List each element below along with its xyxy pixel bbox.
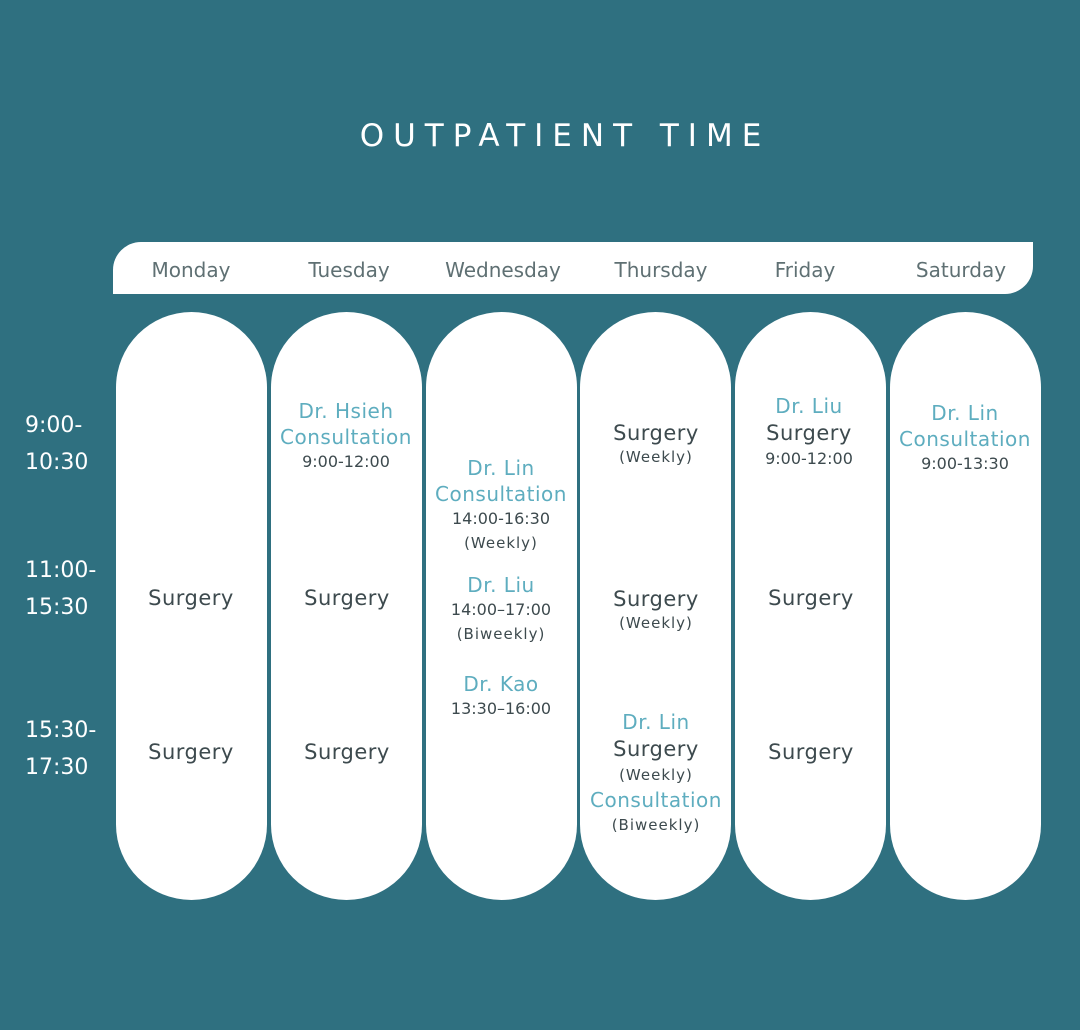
day-friday: Friday (774, 258, 836, 282)
session-type: Surgery (613, 587, 699, 611)
session-frequency: (Weekly) (619, 614, 693, 632)
day-saturday: Saturday (915, 258, 1007, 282)
monday-afternoon-entry: Surgery (111, 738, 271, 766)
friday-afternoon-entry: Surgery (731, 738, 891, 766)
doctor-name: Dr. Liu (775, 394, 843, 418)
session-time: 14:00-16:30 (452, 509, 550, 528)
session-type: Consultation (435, 482, 567, 506)
session-type: Surgery (613, 737, 699, 761)
session-frequency: (Weekly) (619, 766, 693, 784)
doctor-name: Dr. Lin (931, 401, 999, 425)
friday-midday-entry: Surgery (731, 584, 891, 612)
wednesday-lin-entry: Dr. Lin Consultation 14:00-16:30 (Weekly… (421, 455, 581, 555)
column-friday (735, 312, 886, 900)
column-thursday (580, 312, 731, 900)
time-slot-morning: 9:00- 10:30 (25, 407, 88, 481)
saturday-morning-entry: Dr. Lin Consultation 9:00-13:30 (885, 400, 1045, 476)
monday-midday-entry: Surgery (111, 584, 271, 612)
column-monday (116, 312, 267, 900)
time-slot-start: 15:30- (25, 718, 97, 743)
day-thursday: Thursday (614, 258, 708, 282)
column-wednesday (426, 312, 577, 900)
session-type: Surgery (766, 421, 852, 445)
time-slot-end: 10:30 (25, 450, 89, 475)
session-type: Surgery (768, 586, 854, 610)
session-type: Surgery (304, 586, 390, 610)
column-saturday (890, 312, 1041, 900)
wednesday-kao-entry: Dr. Kao 13:30–16:00 (421, 671, 581, 721)
time-slot-start: 11:00- (25, 558, 97, 583)
session-time: 14:00–17:00 (450, 600, 552, 619)
day-wednesday: Wednesday (445, 258, 561, 282)
day-monday: Monday (151, 258, 231, 282)
session-frequency: (Weekly) (464, 534, 538, 552)
session-type: Surgery (613, 421, 699, 445)
session-frequency: (Biweekly) (456, 625, 546, 643)
session-type: Surgery (148, 586, 234, 610)
doctor-name: Dr. Liu (467, 573, 535, 597)
page-title: OUTPATIENT TIME (359, 118, 771, 154)
thursday-morning-entry: Surgery (Weekly) (576, 419, 736, 467)
session-type-secondary: Consultation (590, 788, 722, 812)
doctor-name: Dr. Hsieh (298, 399, 394, 423)
friday-morning-entry: Dr. Liu Surgery 9:00-12:00 (729, 393, 889, 471)
doctor-name: Dr. Lin (622, 710, 690, 734)
doctor-name: Dr. Lin (467, 456, 535, 480)
doctor-name: Dr. Kao (463, 672, 539, 696)
session-time: 9:00-12:00 (765, 449, 853, 468)
session-time: 9:00-12:00 (302, 452, 390, 471)
thursday-afternoon-entry: Dr. Lin Surgery (Weekly) Consultation (B… (576, 709, 736, 837)
session-type: Surgery (148, 740, 234, 764)
day-tuesday: Tuesday (308, 258, 390, 282)
time-slot-start: 9:00- (25, 413, 83, 438)
session-frequency: (Weekly) (619, 448, 693, 466)
day-header-bar (113, 242, 1033, 294)
session-type: Consultation (899, 427, 1031, 451)
session-type: Consultation (280, 425, 412, 449)
tuesday-afternoon-entry: Surgery (267, 738, 427, 766)
thursday-midday-entry: Surgery (Weekly) (576, 585, 736, 633)
time-slot-midday: 11:00- 15:30 (25, 552, 96, 626)
session-time: 9:00-13:30 (921, 454, 1009, 473)
session-frequency-secondary: (Biweekly) (611, 816, 701, 834)
column-tuesday (271, 312, 422, 900)
time-slot-afternoon: 15:30- 17:30 (25, 712, 96, 786)
session-time: 13:30–16:00 (450, 699, 552, 718)
time-slot-end: 15:30 (25, 595, 89, 620)
wednesday-liu-entry: Dr. Liu 14:00–17:00 (Biweekly) (421, 572, 581, 646)
tuesday-midday-entry: Surgery (267, 584, 427, 612)
time-slot-end: 17:30 (25, 755, 89, 780)
session-type: Surgery (768, 740, 854, 764)
tuesday-morning-entry: Dr. Hsieh Consultation 9:00-12:00 (266, 398, 426, 474)
session-type: Surgery (304, 740, 390, 764)
